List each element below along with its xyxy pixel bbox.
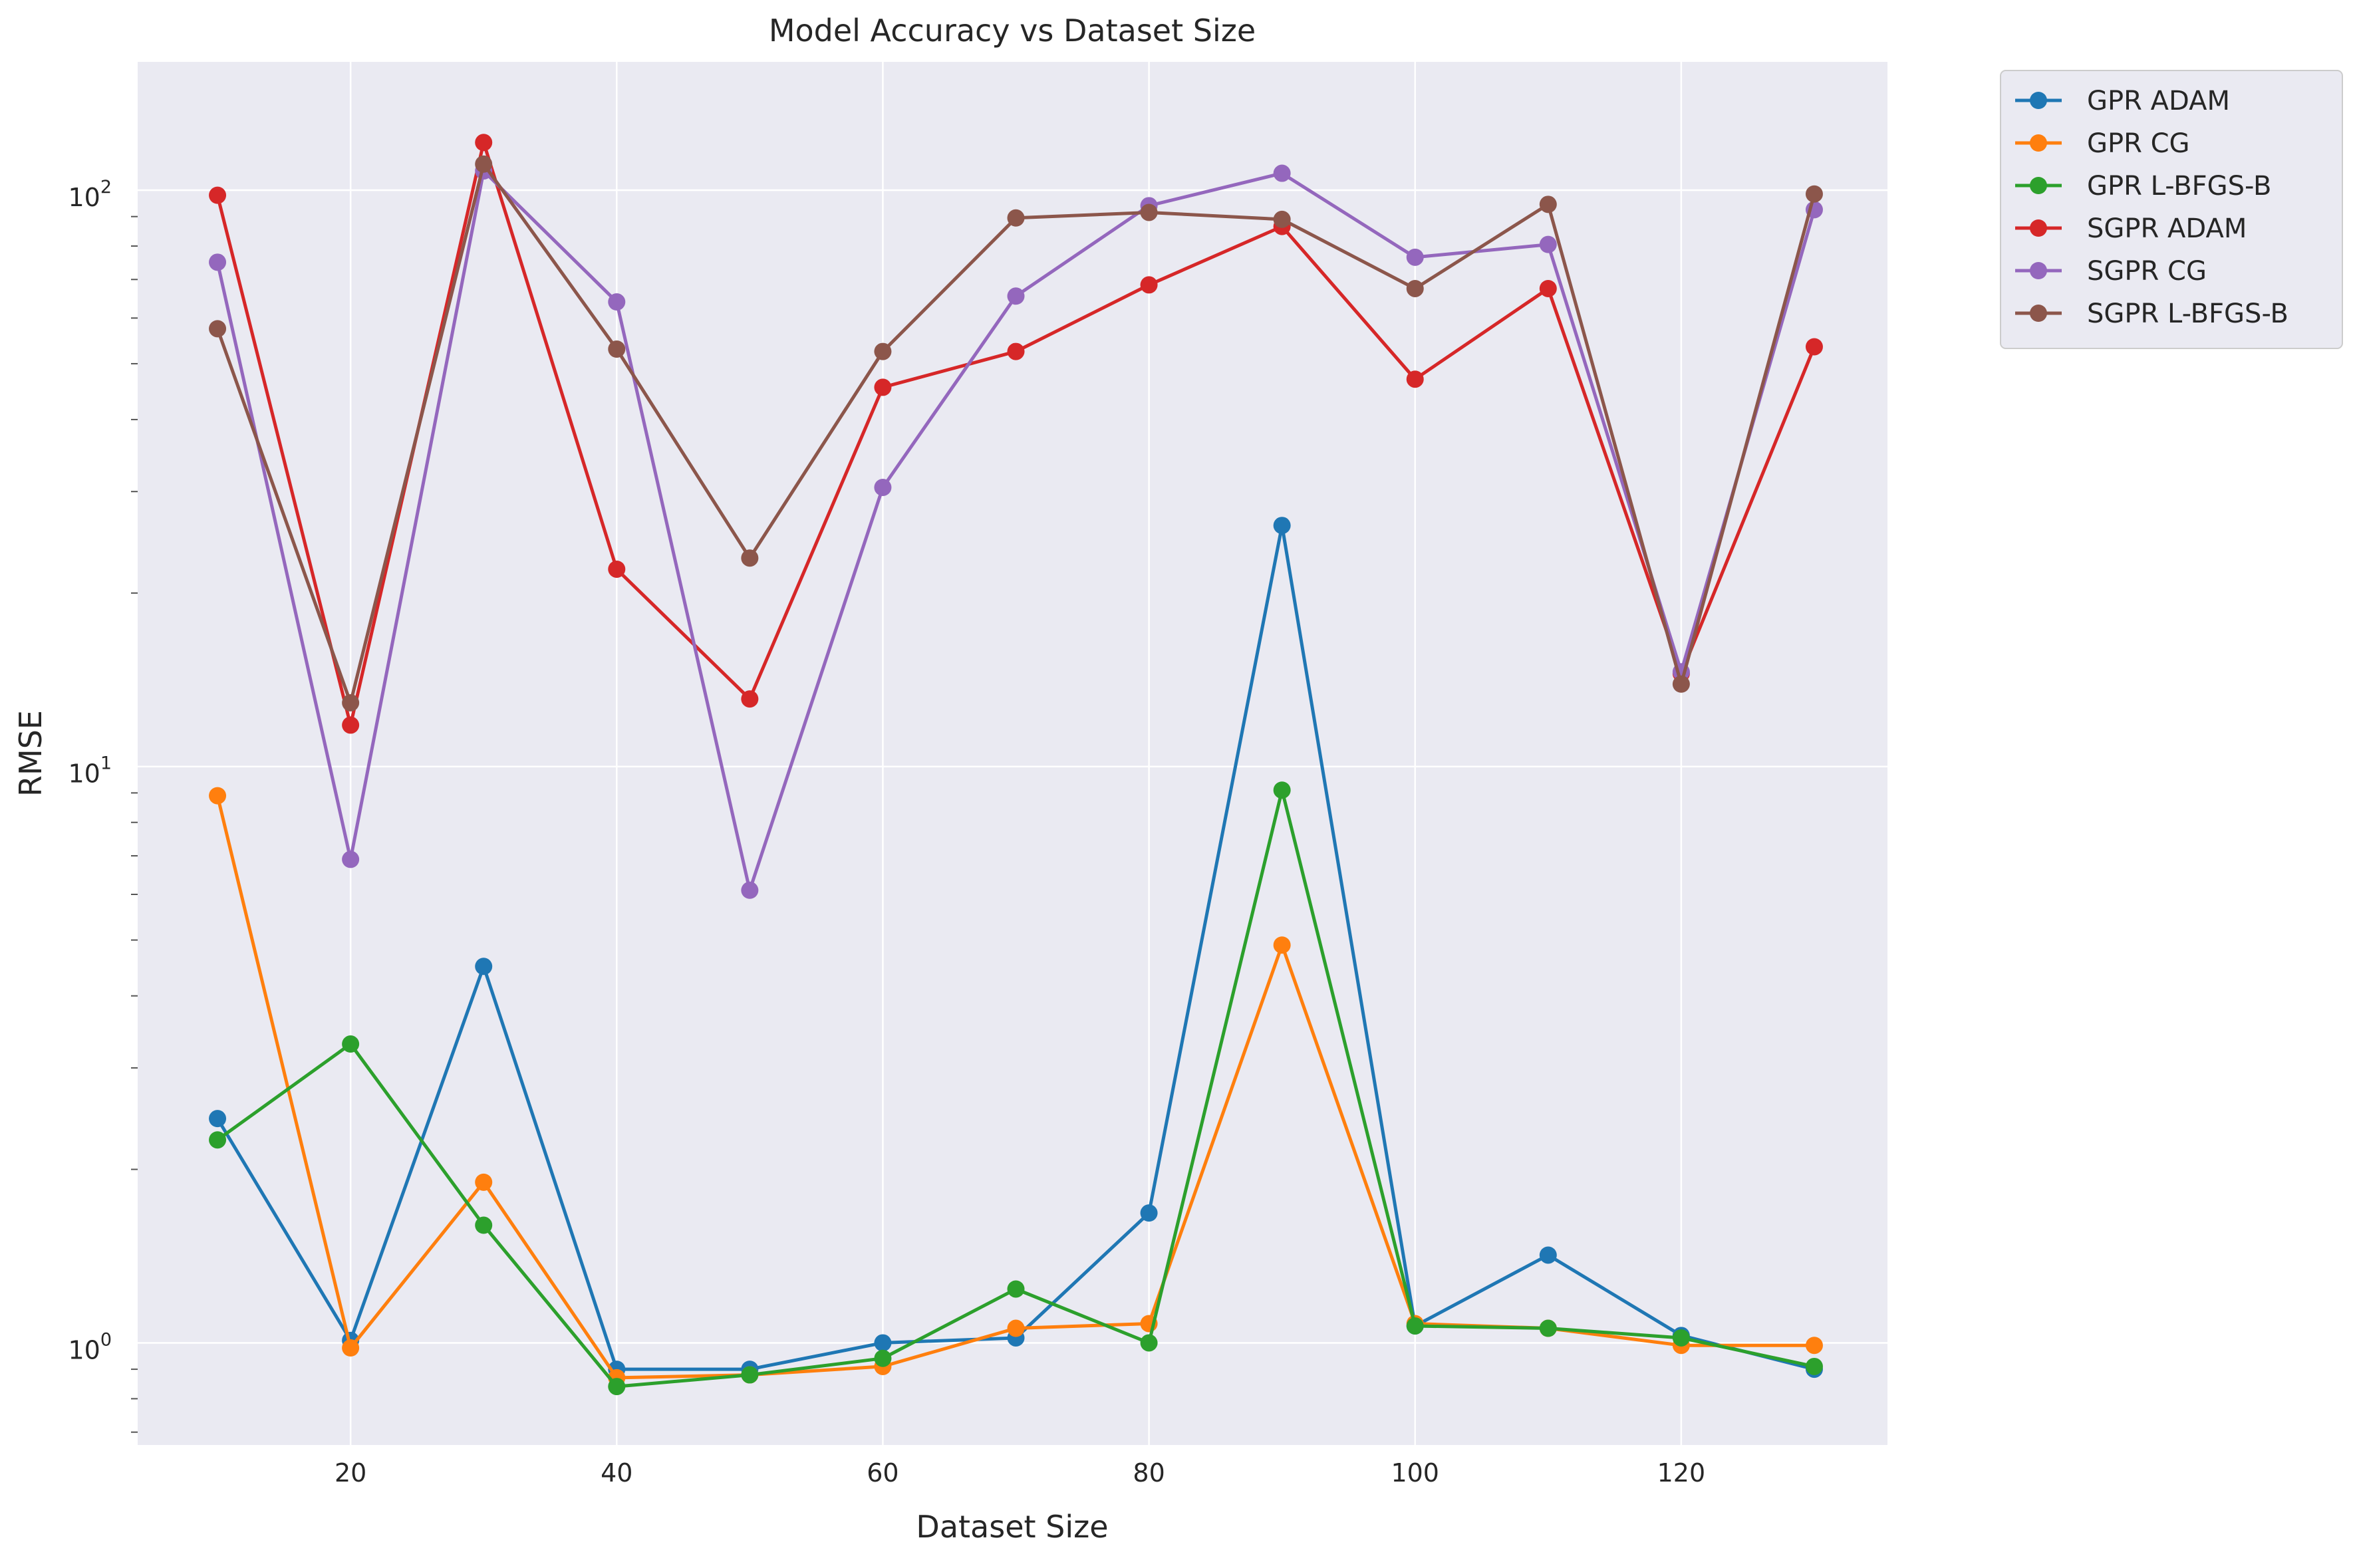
data-point: [475, 1216, 493, 1234]
data-point: [1805, 338, 1823, 356]
data-point: [209, 320, 227, 338]
data-point: [1672, 1329, 1690, 1347]
legend-marker: [2030, 92, 2047, 109]
data-point: [1539, 279, 1557, 297]
series-0: [209, 517, 1823, 1378]
y-tick-base: 10: [68, 1335, 100, 1365]
data-point: [608, 293, 626, 311]
data-point: [1406, 248, 1424, 266]
legend-label: GPR CG: [2087, 128, 2190, 159]
data-point: [475, 958, 493, 976]
data-point: [209, 787, 227, 805]
chart-title: Model Accuracy vs Dataset Size: [769, 13, 1256, 49]
data-point: [475, 1173, 493, 1191]
data-point: [1140, 1334, 1158, 1352]
data-point: [1539, 1246, 1557, 1264]
y-tick-base: 10: [68, 183, 100, 212]
data-point: [209, 1131, 227, 1149]
data-point: [874, 342, 892, 360]
data-point: [1273, 936, 1291, 954]
data-point: [874, 478, 892, 496]
data-point: [874, 1334, 892, 1352]
data-point: [1007, 1319, 1025, 1337]
legend-label: GPR L-BFGS-B: [2087, 171, 2272, 201]
legend-box: [2000, 70, 2343, 349]
data-point: [1672, 675, 1690, 693]
data-point: [1007, 1280, 1025, 1298]
data-point: [1539, 196, 1557, 213]
data-point: [342, 1035, 360, 1053]
x-tick-label: 100: [1391, 1458, 1439, 1488]
data-point: [1007, 209, 1025, 227]
x-tick-label: 120: [1657, 1458, 1706, 1488]
x-tick-label: 40: [601, 1458, 632, 1488]
data-point: [1273, 164, 1291, 182]
data-point: [209, 1110, 227, 1128]
data-point: [874, 1349, 892, 1367]
legend-marker: [2030, 305, 2047, 322]
data-point: [1406, 1317, 1424, 1335]
data-point: [1805, 1337, 1823, 1355]
x-tick-label: 60: [867, 1458, 899, 1488]
y-tick-base: 10: [68, 759, 100, 789]
data-point: [741, 881, 759, 899]
data-point: [1406, 370, 1424, 388]
data-point: [342, 1339, 360, 1357]
data-point: [874, 378, 892, 396]
legend-label: SGPR ADAM: [2087, 213, 2247, 244]
data-point: [1007, 342, 1025, 360]
series-5: [209, 155, 1823, 712]
data-point: [1273, 781, 1291, 799]
legend-marker: [2030, 262, 2047, 279]
data-point: [1140, 276, 1158, 294]
legend-marker: [2030, 219, 2047, 237]
legend-marker: [2030, 134, 2047, 152]
data-point: [1140, 1204, 1158, 1222]
legend-label: SGPR L-BFGS-B: [2087, 299, 2288, 329]
y-tick-exponent: 1: [100, 753, 112, 774]
data-point: [1273, 210, 1291, 228]
data-point: [741, 549, 759, 567]
data-point: [741, 690, 759, 708]
legend-marker: [2030, 177, 2047, 194]
y-tick-label: 100: [68, 1329, 112, 1365]
data-point: [342, 694, 360, 712]
x-axis-title: Dataset Size: [916, 1509, 1108, 1545]
data-point: [1805, 185, 1823, 203]
data-point: [1140, 203, 1158, 221]
data-point: [1539, 1319, 1557, 1337]
data-point: [209, 253, 227, 271]
x-tick-label: 20: [335, 1458, 366, 1488]
data-point: [342, 716, 360, 734]
y-tick-label: 101: [68, 753, 112, 789]
data-point: [608, 560, 626, 578]
data-point: [475, 155, 493, 173]
series-2: [209, 781, 1823, 1396]
data-point: [1273, 517, 1291, 535]
data-point: [209, 186, 227, 204]
data-point: [608, 1378, 626, 1396]
data-point: [475, 134, 493, 152]
x-axis-ticks: 20 40 60 80 100 120: [335, 1458, 1705, 1488]
plot-background: [138, 62, 1887, 1445]
data-point: [1007, 287, 1025, 305]
data-point: [1539, 235, 1557, 253]
data-point: [608, 340, 626, 358]
y-axis-title: RMSE: [13, 710, 49, 797]
legend-label: SGPR CG: [2087, 256, 2207, 287]
data-point: [342, 850, 360, 868]
legend: GPR ADAM GPR CG GPR L-BFGS-B SGPR ADAM SGPR …: [2000, 70, 2343, 349]
y-tick-exponent: 0: [100, 1329, 112, 1350]
legend-label: GPR ADAM: [2087, 86, 2230, 116]
series-layer: [209, 134, 1823, 1396]
y-tick-exponent: 2: [100, 177, 112, 197]
data-point: [1406, 279, 1424, 297]
data-point: [741, 1366, 759, 1384]
data-point: [1805, 1357, 1823, 1375]
y-tick-label: 102: [68, 177, 112, 212]
x-tick-label: 80: [1133, 1458, 1165, 1488]
